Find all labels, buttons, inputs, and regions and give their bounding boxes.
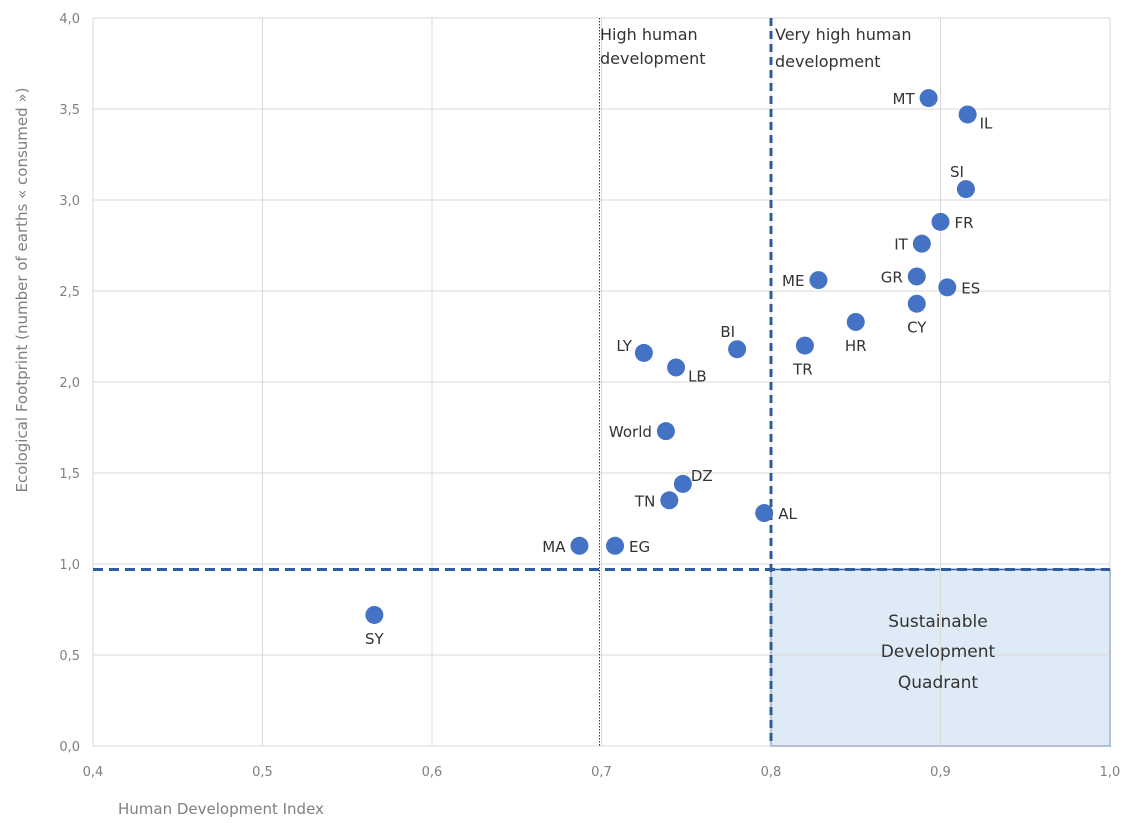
y-tick-label-0: 0,0 — [59, 740, 80, 755]
x-tick-label-5: 0,9 — [930, 765, 951, 780]
x-tick-label-3: 0,7 — [591, 765, 612, 780]
data-label-si: SI — [950, 163, 964, 181]
points-layer — [365, 89, 977, 624]
annotation-very-high-line1: Very high human — [775, 25, 911, 44]
threshold-layer — [93, 18, 1110, 746]
data-point-es — [938, 278, 957, 297]
data-point-eg — [606, 536, 625, 555]
data-point-me — [809, 271, 828, 290]
quadrant-label-line1: Sustainable — [888, 612, 987, 632]
data-point-ly — [634, 343, 653, 362]
data-point-dz — [673, 474, 692, 493]
data-label-world: World — [609, 423, 652, 441]
data-label-dz: DZ — [691, 467, 713, 485]
data-label-me: ME — [782, 272, 804, 290]
data-point-ma — [570, 536, 589, 555]
grid-layer — [92, 17, 1111, 747]
data-point-world — [656, 422, 675, 441]
x-tick-label-1: 0,5 — [252, 765, 273, 780]
data-point-si — [956, 180, 975, 199]
data-point-hr — [846, 312, 865, 331]
data-point-fr — [931, 212, 950, 231]
annotation-layer: High human development Very high human d… — [600, 25, 996, 693]
data-label-hr: HR — [845, 337, 867, 355]
quadrant-label-line3: Quadrant — [898, 673, 979, 693]
x-tick-label-6: 1,0 — [1100, 765, 1121, 780]
data-label-il: IL — [980, 114, 993, 132]
data-label-bi: BI — [720, 323, 735, 341]
data-label-lb: LB — [688, 367, 707, 385]
data-label-cy: CY — [907, 319, 927, 337]
data-point-tn — [660, 491, 679, 510]
data-label-gr: GR — [881, 268, 903, 286]
y-tick-label-6: 3,0 — [59, 194, 80, 209]
data-label-mt: MT — [893, 90, 916, 108]
data-point-cy — [907, 294, 926, 313]
data-point-gr — [907, 267, 926, 286]
x-tick-label-4: 0,8 — [761, 765, 782, 780]
point-label-layer: MT IL SI FR IT ME GR ES CY HR TR BI LY LB World DZ TN AL M… — [365, 90, 993, 648]
data-point-it — [912, 234, 931, 253]
data-label-tn: TN — [634, 492, 655, 510]
y-axis-title: Ecological Footprint (number of earths «… — [13, 88, 31, 493]
y-tick-label-7: 3,5 — [59, 103, 80, 118]
tick-label-layer: 0,4 0,5 0,6 0,7 0,8 0,9 1,0 0,0 0,5 1,0 1,5 2,0 2,5 3… — [59, 12, 1120, 780]
data-point-mt — [919, 89, 938, 108]
data-point-il — [958, 105, 977, 124]
data-label-it: IT — [894, 236, 908, 254]
y-tick-label-8: 4,0 — [59, 12, 80, 27]
data-label-tr: TR — [792, 361, 813, 379]
data-point-lb — [667, 358, 686, 377]
y-tick-label-5: 2,5 — [59, 285, 80, 300]
y-tick-label-2: 1,0 — [59, 558, 80, 573]
data-point-bi — [728, 340, 747, 359]
data-label-sy: SY — [365, 630, 385, 648]
y-tick-label-4: 2,0 — [59, 376, 80, 391]
data-point-tr — [795, 336, 814, 355]
annotation-very-high-line2: development — [775, 52, 881, 71]
data-label-al: AL — [778, 505, 797, 523]
data-label-ly: LY — [616, 337, 632, 355]
annotation-high-line1: High human — [600, 25, 698, 44]
data-point-sy — [365, 605, 384, 624]
annotation-high-line2: development — [600, 49, 706, 68]
data-label-es: ES — [961, 279, 980, 297]
x-tick-label-2: 0,6 — [422, 765, 443, 780]
y-tick-label-3: 1,5 — [59, 467, 80, 482]
x-tick-label-0: 0,4 — [83, 765, 104, 780]
data-point-al — [755, 504, 774, 523]
data-label-ma: MA — [542, 538, 566, 556]
x-axis-title: Human Development Index — [118, 800, 324, 818]
quadrant-label-line2: Development — [881, 642, 996, 662]
data-label-fr: FR — [955, 214, 974, 232]
data-label-eg: EG — [629, 538, 650, 556]
y-tick-label-1: 0,5 — [59, 649, 80, 664]
